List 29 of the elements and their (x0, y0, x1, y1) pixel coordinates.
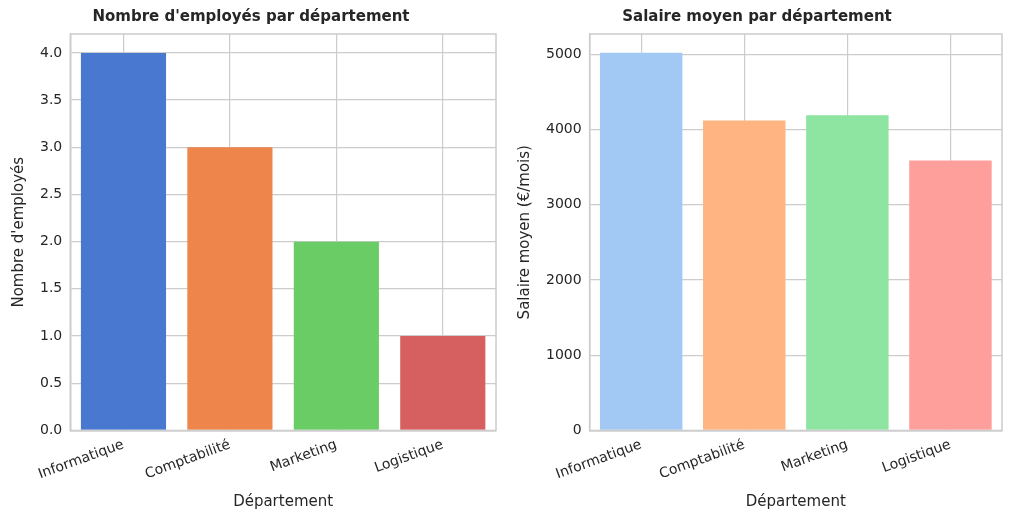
y-tick-label: 2.0 (40, 232, 63, 249)
x-axis-title: Département (233, 491, 334, 510)
y-tick-label: 2.5 (40, 185, 63, 202)
y-axis-title: Nombre d'employés (8, 156, 27, 308)
y-tick-label: 0.0 (40, 421, 63, 438)
bar (187, 147, 273, 430)
bar (400, 336, 486, 430)
y-tick-label: 3.0 (40, 137, 63, 154)
y-tick-label: 3000 (545, 195, 582, 212)
bar (599, 52, 683, 430)
bar (806, 115, 889, 430)
y-tick-label: 0 (572, 421, 582, 438)
bar (909, 160, 992, 430)
y-tick-label: 4.0 (40, 43, 63, 60)
y-axis-title: Salaire moyen (€/mois) (514, 145, 533, 320)
bar (703, 120, 786, 430)
y-tick-label: 1.5 (40, 279, 63, 296)
y-tick-label: 3.5 (40, 90, 63, 107)
bar (293, 241, 379, 430)
y-tick-label: 0.5 (40, 373, 63, 390)
chart-title: Salaire moyen par département (622, 6, 892, 25)
y-tick-label: 5000 (545, 44, 582, 61)
y-tick-label: 1.0 (40, 326, 63, 343)
y-tick-label: 2000 (545, 270, 582, 287)
bar (80, 52, 167, 430)
x-axis-title: Département (745, 491, 846, 510)
chart-title: Nombre d'employés par département (92, 6, 410, 25)
y-tick-label: 1000 (545, 345, 582, 362)
y-tick-label: 4000 (545, 120, 582, 137)
